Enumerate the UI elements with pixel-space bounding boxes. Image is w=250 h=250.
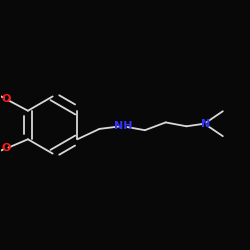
Text: NH: NH xyxy=(114,121,132,131)
Text: N: N xyxy=(200,119,210,129)
Text: O: O xyxy=(1,94,11,104)
Text: O: O xyxy=(1,143,11,153)
